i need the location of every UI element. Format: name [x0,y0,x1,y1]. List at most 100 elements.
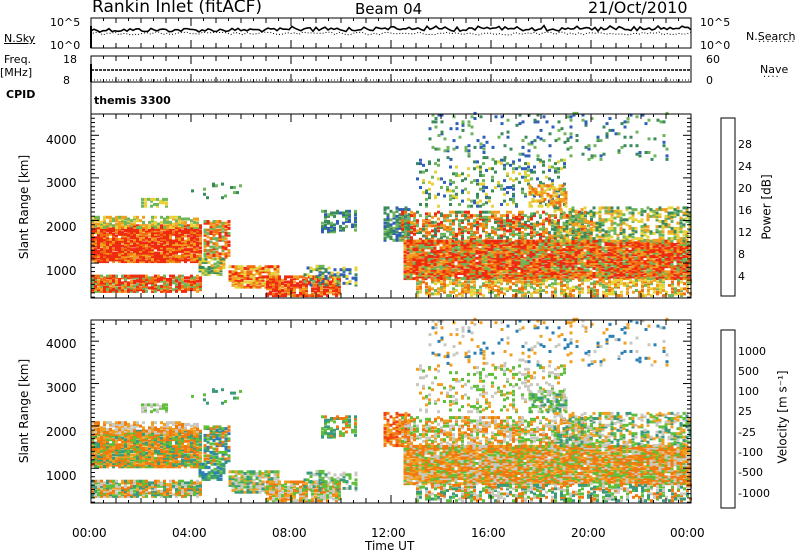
power-cell [517,272,521,275]
power-cell [124,227,127,231]
power-cell [136,260,139,264]
power-cell [224,237,228,241]
power-cell [563,283,566,287]
power-cell [386,233,390,237]
power-cell [237,280,241,284]
power-cell [148,256,151,260]
power-cell [163,224,166,228]
power-cell [415,239,419,243]
power-cell [181,232,184,236]
power-cell [542,219,545,223]
power-cell [329,280,332,284]
power-cell [338,292,341,296]
power-cell [169,246,172,250]
power-cell [249,272,253,275]
power-cell [452,210,455,214]
power-cell [175,288,178,292]
power-cell [178,255,181,258]
power-cell [299,280,302,284]
power-cell [115,243,118,246]
power-cell [610,239,614,243]
power-cell [184,217,187,221]
power-cell [634,256,638,260]
power-cell [467,280,470,284]
power-cell [212,226,216,230]
power-cell [201,266,205,269]
power-cell [386,228,390,232]
power-cell [112,239,115,243]
power-cell [190,226,193,229]
power-cell [529,239,533,243]
power-cell [258,278,262,282]
power-cell [497,210,500,214]
power-cell [112,234,115,238]
power-cell [127,224,130,228]
power-cell [336,211,339,215]
power-cell [124,260,127,264]
power-cell [487,260,491,264]
power-cell [273,283,277,287]
power-cell [509,278,512,282]
power-cell [479,234,482,238]
power-cell [338,277,341,281]
power-cell [218,238,222,242]
power-cell [91,284,94,288]
power-cell [181,229,184,233]
power-cell [199,234,202,238]
power-cell [389,218,393,222]
power-cell [386,206,390,210]
power-cell [175,219,178,223]
power-cell [623,282,626,286]
power-cell [227,243,231,247]
power-cell [124,255,127,258]
power-cell [527,224,530,228]
power-cell [172,279,175,283]
power-cell [640,261,644,265]
power-cell [541,239,545,243]
power-cell [436,268,440,272]
power-cell [321,225,324,229]
power-cell [187,255,190,258]
power-cell [166,288,169,292]
power-cell [154,226,157,229]
power-cell [133,227,136,231]
power-cell [210,271,214,275]
power-cell [91,288,94,292]
power-cell [172,260,175,264]
power-cell [199,283,202,287]
power-cell [321,275,325,278]
power-cell [240,275,244,279]
power-cell [103,246,106,250]
power-cell [644,278,647,282]
power-cell [115,279,118,283]
power-cell [467,210,470,214]
power-cell [460,241,464,245]
power-cell [237,283,241,287]
power-cell [545,217,548,221]
power-cell [535,255,539,258]
power-cell [203,254,207,258]
power-cell [231,283,235,287]
power-cell [94,251,97,255]
power-cell [625,273,629,277]
power-cell [169,229,172,233]
power-cell [130,284,133,288]
power-cell [326,294,329,298]
power-cell [199,255,202,258]
power-cell [449,165,452,169]
power-cell [653,278,656,282]
power-cell [403,248,407,252]
power-cell [175,258,178,262]
power-cell [213,262,217,266]
power-cell [142,253,145,257]
power-cell [404,219,407,223]
power-cell [145,276,148,280]
power-cell [115,274,118,278]
power-cell [193,246,196,250]
power-cell [215,223,219,227]
power-cell [261,282,265,286]
power-cell [148,227,151,231]
power-cell [178,241,181,245]
power-cell [249,285,253,289]
power-cell [97,241,100,245]
